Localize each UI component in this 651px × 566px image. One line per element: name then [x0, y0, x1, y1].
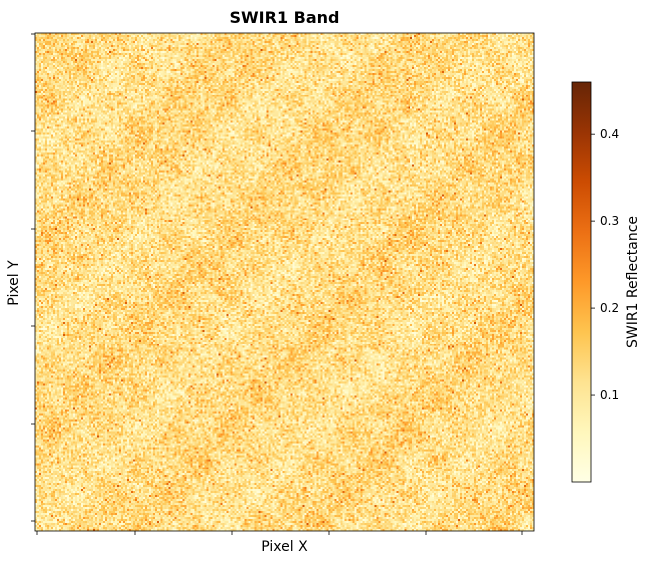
x-axis-ticks [36, 531, 523, 535]
y-axis-ticks [31, 33, 35, 522]
colorbar-tick-label: 0.1 [600, 388, 620, 403]
y-axis-label: Pixel Y [6, 260, 22, 306]
heatmap-image [35, 33, 534, 531]
colorbar-tick-label: 0.3 [600, 214, 620, 229]
colorbar-label: SWIR1 Reflectance [625, 215, 641, 349]
colorbar-tick-label: 0.2 [600, 301, 620, 316]
axis-frame [34, 32, 535, 532]
axes-border [34, 32, 535, 532]
x-axis-label: Pixel X [261, 539, 308, 555]
colorbar-tick-label: 0.4 [600, 127, 620, 142]
chart-title: SWIR1 Band [229, 8, 340, 27]
colorbar [571, 81, 592, 483]
colorbar-ticks [591, 133, 595, 396]
